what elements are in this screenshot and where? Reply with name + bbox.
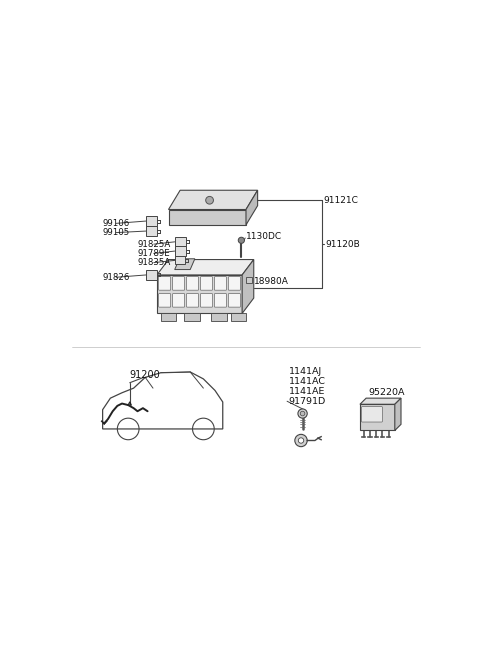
FancyBboxPatch shape	[172, 276, 185, 290]
Circle shape	[295, 434, 307, 447]
Polygon shape	[168, 210, 246, 225]
FancyBboxPatch shape	[186, 293, 199, 307]
Text: 1130DC: 1130DC	[246, 232, 282, 241]
FancyBboxPatch shape	[361, 407, 383, 422]
Circle shape	[298, 409, 307, 418]
Text: 1141AJ: 1141AJ	[288, 367, 322, 376]
Polygon shape	[242, 259, 254, 314]
Bar	[184, 314, 200, 321]
Text: 99105: 99105	[103, 228, 130, 237]
FancyBboxPatch shape	[215, 293, 227, 307]
FancyBboxPatch shape	[175, 246, 186, 255]
Text: 91121C: 91121C	[324, 196, 359, 205]
FancyBboxPatch shape	[176, 257, 185, 264]
Polygon shape	[360, 404, 395, 430]
FancyBboxPatch shape	[175, 237, 186, 246]
Polygon shape	[175, 259, 195, 270]
FancyBboxPatch shape	[228, 276, 240, 290]
FancyBboxPatch shape	[228, 293, 240, 307]
Circle shape	[300, 411, 305, 416]
Bar	[246, 277, 252, 283]
FancyBboxPatch shape	[158, 293, 171, 307]
FancyBboxPatch shape	[158, 276, 171, 290]
Circle shape	[206, 196, 214, 204]
Bar	[211, 314, 227, 321]
FancyBboxPatch shape	[201, 276, 213, 290]
Polygon shape	[168, 190, 258, 210]
Text: 18980A: 18980A	[254, 276, 288, 286]
FancyBboxPatch shape	[146, 216, 157, 226]
FancyBboxPatch shape	[201, 293, 213, 307]
Circle shape	[298, 438, 304, 443]
Circle shape	[238, 237, 244, 244]
Bar	[161, 314, 176, 321]
Polygon shape	[360, 398, 401, 404]
Bar	[230, 314, 246, 321]
Text: 91791D: 91791D	[288, 397, 326, 405]
Text: 99106: 99106	[103, 219, 130, 228]
Text: 91826: 91826	[103, 272, 130, 282]
Polygon shape	[246, 190, 258, 225]
Text: 95220A: 95220A	[369, 388, 405, 398]
FancyBboxPatch shape	[186, 276, 199, 290]
Text: 91120B: 91120B	[325, 240, 360, 249]
Text: 1141AE: 1141AE	[288, 386, 325, 396]
Text: 91825A: 91825A	[137, 240, 171, 249]
Polygon shape	[157, 275, 242, 314]
Text: 91200: 91200	[130, 370, 160, 380]
Polygon shape	[395, 398, 401, 430]
FancyBboxPatch shape	[172, 293, 185, 307]
Text: 91789E: 91789E	[137, 249, 170, 258]
Text: 1141AC: 1141AC	[288, 377, 325, 386]
FancyBboxPatch shape	[146, 271, 157, 280]
Polygon shape	[157, 259, 254, 275]
FancyBboxPatch shape	[215, 276, 227, 290]
FancyBboxPatch shape	[146, 227, 157, 236]
Text: 91835A: 91835A	[137, 258, 171, 267]
